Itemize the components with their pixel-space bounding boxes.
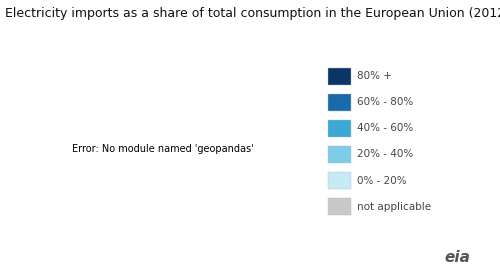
Text: eia: eia [444, 249, 470, 265]
Text: 0% - 20%: 0% - 20% [357, 176, 406, 186]
Text: not applicable: not applicable [357, 202, 431, 212]
Text: 80% +: 80% + [357, 71, 392, 81]
Text: Error: No module named 'geopandas': Error: No module named 'geopandas' [72, 144, 254, 154]
Text: 40% - 60%: 40% - 60% [357, 123, 414, 133]
Text: Electricity imports as a share of total consumption in the European Union (2012): Electricity imports as a share of total … [5, 7, 500, 20]
Text: 20% - 40%: 20% - 40% [357, 150, 414, 159]
Text: 60% - 80%: 60% - 80% [357, 97, 414, 107]
